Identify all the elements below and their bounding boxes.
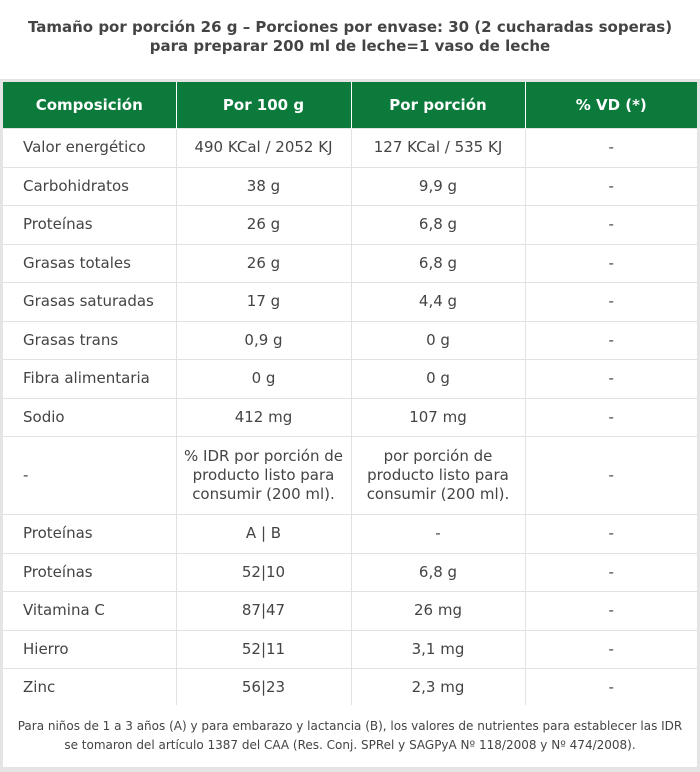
table-cell: 0,9 g bbox=[175, 320, 351, 360]
table-cell: Hierro bbox=[3, 629, 176, 669]
table-cell: Grasas trans bbox=[3, 320, 176, 360]
table-cell: - bbox=[350, 514, 525, 553]
table-cell: 26 g bbox=[175, 243, 351, 283]
table-row: -% IDR por porción de producto listo par… bbox=[3, 436, 697, 515]
table-cell: 52|11 bbox=[175, 629, 351, 669]
table-cell: - bbox=[524, 320, 697, 360]
table-cell: Carbohidratos bbox=[3, 166, 176, 206]
table-cell: Proteínas bbox=[3, 205, 176, 244]
table-cell: 26 mg bbox=[350, 591, 525, 630]
nutrition-table: Composición Por 100 g Por porción % VD (… bbox=[3, 82, 697, 707]
table-cell: - bbox=[524, 166, 697, 206]
table-cell: 0 g bbox=[350, 359, 525, 398]
table-row: Vitamina C 87|47 26 mg - bbox=[3, 591, 697, 630]
header-composicion: Composición bbox=[3, 82, 176, 129]
table-row: Zinc 56|23 2,3 mg - bbox=[3, 668, 697, 707]
table-cell: - bbox=[3, 436, 176, 515]
table-cell: 17 g bbox=[175, 282, 351, 321]
table-cell: Zinc bbox=[3, 668, 176, 707]
table-cell: Grasas totales bbox=[3, 243, 176, 283]
table-cell: Grasas saturadas bbox=[3, 282, 176, 321]
header-row: Composición Por 100 g Por porción % VD (… bbox=[3, 82, 697, 129]
table-cell: 107 mg bbox=[350, 397, 525, 437]
table-cell: 52|10 bbox=[175, 552, 351, 592]
table-cell: Sodio bbox=[3, 397, 176, 437]
table-cell: 490 KCal / 2052 KJ bbox=[175, 128, 351, 167]
footnote-line-1: Para niños de 1 a 3 años (A) y para emba… bbox=[17, 719, 683, 733]
table-cell: 6,8 g bbox=[350, 552, 525, 592]
table-cell: - bbox=[524, 243, 697, 283]
table-cell: - bbox=[524, 591, 697, 630]
table-cell: 3,1 mg bbox=[350, 629, 525, 669]
table-cell: A | B bbox=[175, 514, 351, 553]
table-row: Sodio 412 mg 107 mg - bbox=[3, 397, 697, 437]
table-cell: - bbox=[524, 552, 697, 592]
table-cell: - bbox=[524, 359, 697, 398]
table-cell: 26 g bbox=[175, 205, 351, 244]
nutrition-table-container: Composición Por 100 g Por porción % VD (… bbox=[0, 79, 700, 772]
table-row: Carbohidratos 38 g 9,9 g- bbox=[3, 166, 697, 206]
table-row: Proteínas 52|10 6,8 g- bbox=[3, 552, 697, 592]
header-por-100g: Por 100 g bbox=[175, 82, 351, 129]
table-cell: 0 g bbox=[350, 320, 525, 360]
table-row: Valor energético 490 KCal / 2052 KJ 127 KC… bbox=[3, 128, 697, 167]
title-line-1: Tamaño por porción 26 g – Porciones por … bbox=[27, 18, 673, 36]
table-row: Proteínas 26 g 6,8 g- bbox=[3, 205, 697, 244]
footnote-line-2: se tomaron del artículo 1387 del CAA (Re… bbox=[64, 738, 636, 752]
table-cell: 6,8 g bbox=[350, 243, 525, 283]
table-row: Grasas totales 26 g 6,8 g- bbox=[3, 243, 697, 283]
header-por-porcion: Por porción bbox=[350, 82, 525, 129]
table-cell: Valor energético bbox=[3, 128, 176, 167]
title-line-2: para preparar 200 ml de leche=1 vaso de … bbox=[149, 37, 551, 55]
table-cell: 9,9 g bbox=[350, 166, 525, 206]
table-row: Grasas saturadas 17 g 4,4 g- bbox=[3, 282, 697, 321]
table-cell: 6,8 g bbox=[350, 205, 525, 244]
header-vd: % VD (*) bbox=[524, 82, 697, 129]
table-cell: - bbox=[524, 128, 697, 167]
table-cell: 127 KCal / 535 KJ bbox=[350, 128, 525, 167]
table-cell: Proteínas bbox=[3, 552, 176, 592]
table-cell: Vitamina C bbox=[3, 591, 176, 630]
table-cell: - bbox=[524, 205, 697, 244]
table-cell: - bbox=[524, 397, 697, 437]
table-cell: 4,4 g bbox=[350, 282, 525, 321]
table-cell: - bbox=[524, 514, 697, 553]
table-row: Proteínas A | B-- bbox=[3, 514, 697, 553]
table-cell: 2,3 mg bbox=[350, 668, 525, 707]
table-cell: 38 g bbox=[175, 166, 351, 206]
table-cell: 87|47 bbox=[175, 591, 351, 630]
table-cell: - bbox=[524, 629, 697, 669]
table-cell: Fibra alimentaria bbox=[3, 359, 176, 398]
table-cell: por porción de producto listo para consu… bbox=[350, 436, 525, 515]
table-cell: % IDR por porción de producto listo para… bbox=[175, 436, 351, 515]
table-cell: Proteínas bbox=[3, 514, 176, 553]
table-cell: 56|23 bbox=[175, 668, 351, 707]
footnote: Para niños de 1 a 3 años (A) y para emba… bbox=[3, 705, 697, 767]
table-cell: 412 mg bbox=[175, 397, 351, 437]
table-cell: - bbox=[524, 436, 697, 515]
table-row: Hierro 52|11 3,1 mg - bbox=[3, 629, 697, 669]
table-cell: - bbox=[524, 282, 697, 321]
table-body: Valor energético 490 KCal / 2052 KJ 127 KC… bbox=[3, 128, 697, 707]
serving-size-title: Tamaño por porción 26 g – Porciones por … bbox=[0, 18, 700, 56]
table-cell: 0 g bbox=[175, 359, 351, 398]
table-cell: - bbox=[524, 668, 697, 707]
